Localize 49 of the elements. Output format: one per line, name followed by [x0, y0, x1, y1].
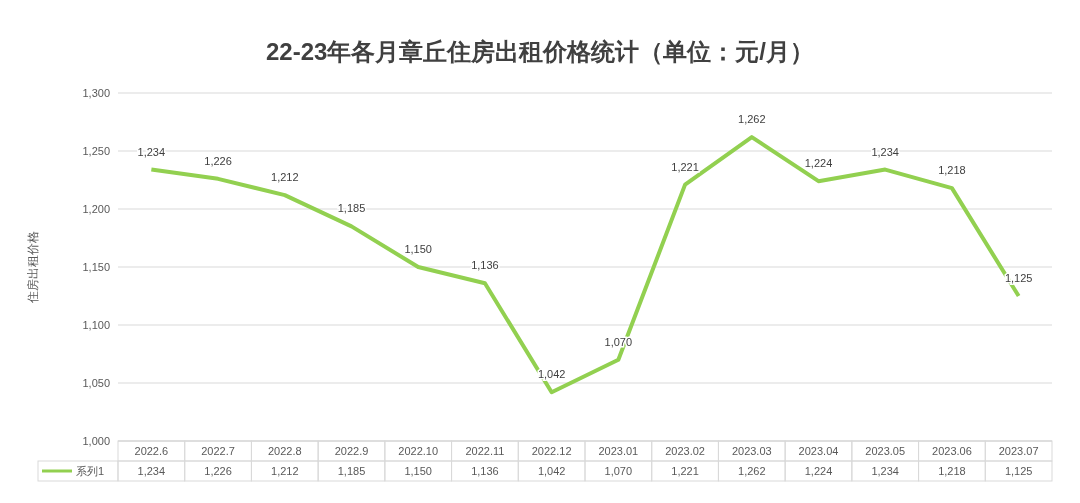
- data-label: 1,042: [537, 465, 566, 477]
- x-tick-label: 2022.11: [465, 445, 505, 457]
- text: 1,221: [671, 160, 699, 173]
- y-tick-label: 1,000: [82, 434, 110, 447]
- data-label: 1,234: [871, 465, 899, 477]
- x-tick-label: 2023.02: [665, 445, 705, 457]
- legend-label: 系列1: [76, 465, 105, 477]
- text: 1,234: [137, 145, 166, 158]
- data-label: 1,212: [271, 465, 299, 477]
- text: 1,136: [471, 259, 499, 272]
- text: 1,224: [804, 157, 833, 170]
- chart-title: 22-23年各月章丘住房出租价格统计（单位：元/月）: [264, 37, 816, 67]
- x-tick-label: 2023.06: [932, 445, 972, 457]
- y-axis-title: 住房出租价格: [26, 231, 41, 304]
- y-tick-label: 1,250: [82, 144, 110, 157]
- x-tick-label: 2023.07: [998, 445, 1039, 457]
- y-tick-label: 1,300: [82, 86, 110, 99]
- data-label: 1,224: [804, 465, 833, 477]
- text: 1,212: [271, 171, 299, 184]
- data-label: 1,150: [404, 465, 432, 477]
- x-tick-label: 2022.9: [334, 445, 369, 457]
- x-tick-label: 2022.10: [398, 445, 439, 457]
- x-tick-label: 2023.03: [731, 445, 772, 457]
- text: 1,226: [204, 154, 232, 167]
- data-label: 1,136: [471, 465, 499, 477]
- x-tick-label: 2023.01: [598, 445, 639, 457]
- text: 1,218: [938, 164, 966, 177]
- x-tick-label: 2023.04: [798, 445, 839, 457]
- data-label: 1,125: [1004, 465, 1033, 477]
- data-label: 1,070: [604, 465, 633, 477]
- data-label: 1,262: [738, 465, 766, 477]
- text: 1,185: [337, 202, 366, 215]
- text: 1,234: [871, 145, 899, 158]
- data-label: 1,221: [671, 465, 699, 477]
- data-label: 1,234: [137, 465, 166, 477]
- data-label: 1,218: [938, 465, 966, 477]
- data-label: 1,185: [337, 465, 366, 477]
- text: 1,150: [404, 243, 432, 255]
- x-tick-label: 2022.12: [531, 445, 572, 457]
- text: 1,262: [738, 113, 766, 126]
- x-tick-label: 2022.7: [201, 445, 235, 457]
- y-tick-label: 1,050: [82, 376, 110, 389]
- y-tick-label: 1,150: [82, 260, 110, 273]
- x-tick-label: 2023.05: [865, 445, 906, 457]
- data-label: 1,226: [204, 465, 232, 477]
- y-tick-label: 1,100: [82, 318, 110, 331]
- x-tick-label: 2022.6: [134, 445, 169, 457]
- x-tick-label: 2022.8: [267, 445, 302, 457]
- y-tick-label: 1,200: [82, 202, 110, 215]
